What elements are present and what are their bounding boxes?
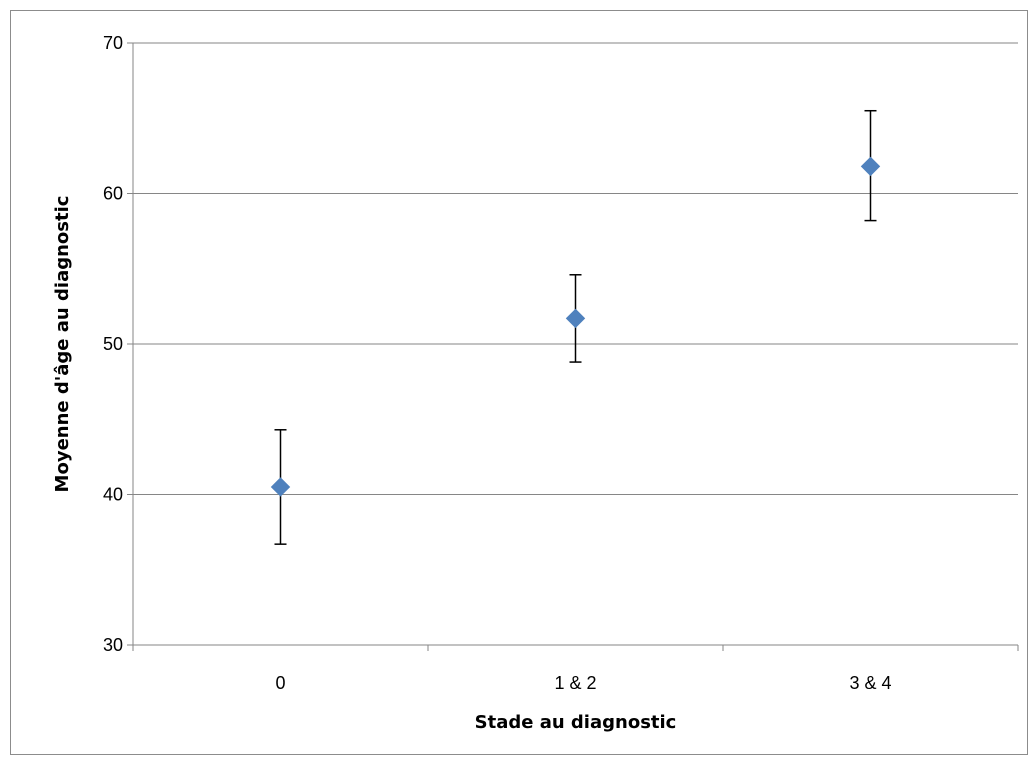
x-tick-label: 1 & 2 [554,673,596,693]
y-tick-label: 50 [103,334,123,354]
data-points [270,156,881,497]
y-tick-label: 70 [103,33,123,53]
x-tick-label: 0 [275,673,285,693]
x-axis-title: Stade au diagnostic [475,712,677,733]
gridlines [133,42,1018,495]
data-point [565,308,586,329]
chart-frame [10,10,1028,755]
y-tick-label: 40 [103,485,123,505]
data-point [270,477,291,497]
y-tick-label: 30 [103,635,123,655]
data-point [860,156,881,177]
axes [127,42,1019,651]
y-tick-label: 60 [103,184,123,204]
y-tick-labels: 30 40 50 60 70 [103,33,123,655]
x-tick-labels: 0 1 & 2 3 & 4 [275,673,891,693]
x-tick-label: 3 & 4 [849,673,891,693]
y-axis-title: Moyenne d'âge au diagnostic [52,196,73,493]
